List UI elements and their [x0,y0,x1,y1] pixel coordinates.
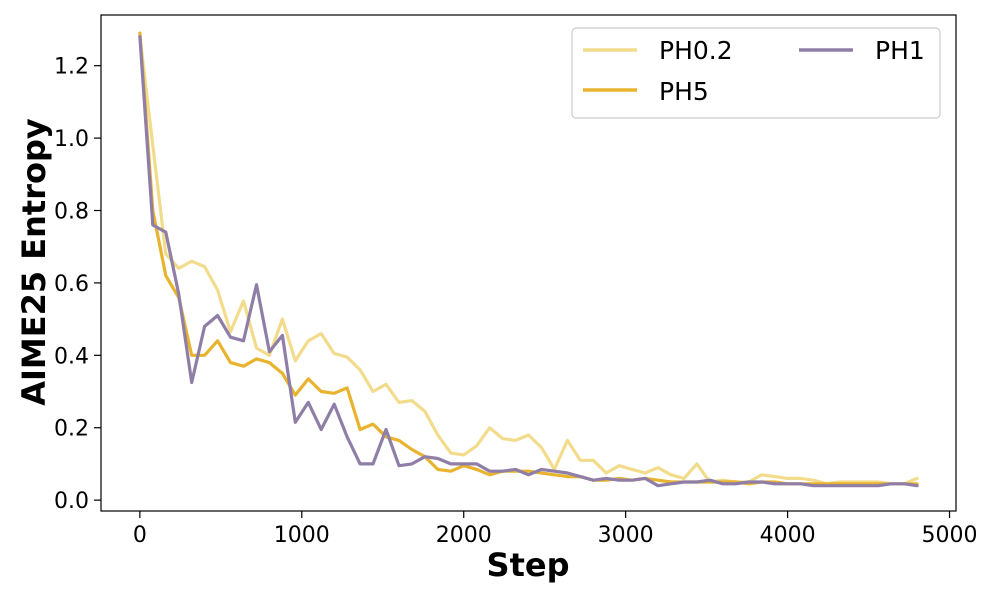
series-line-ph1 [138,35,919,488]
y-tick-label: 0.8 [54,200,89,225]
series-line-ph0-2 [138,35,919,486]
legend-label-ph1: PH1 [875,36,925,65]
plot-area-frame [100,14,957,512]
legend-label-ph5: PH5 [659,77,709,106]
y-tick-label: 0.2 [54,417,89,442]
y-axis-ticks: 0.0 0.2 0.4 0.6 0.8 1.0 1.2 [54,55,101,514]
legend-label-ph0-2: PH0.2 [659,36,733,65]
y-tick-label: 0.6 [54,272,89,297]
x-tick-label: 0 [133,523,147,548]
x-tick-label: 4000 [760,523,816,548]
x-axis-ticks: 0 1000 2000 3000 4000 5000 [133,511,978,548]
y-axis-title: AIME25 Entropy [15,118,53,406]
x-tick-label: 2000 [436,523,492,548]
legend: PH0.2 PH5 PH1 [571,27,941,119]
x-axis-title: Step [487,546,570,584]
y-tick-label: 0.0 [54,489,89,514]
series-layer [138,31,919,488]
y-tick-label: 1.0 [54,127,89,152]
x-tick-label: 1000 [274,523,330,548]
x-tick-label: 3000 [598,523,654,548]
x-tick-label: 5000 [922,523,978,548]
y-tick-label: 0.4 [54,344,89,369]
y-tick-label: 1.2 [54,55,89,80]
